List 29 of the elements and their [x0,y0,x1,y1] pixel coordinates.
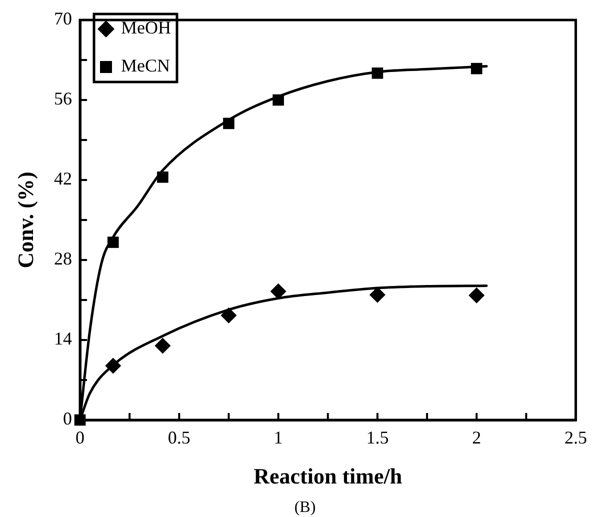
x-tick-label: 1 [274,428,283,448]
x-tick-label: 0.5 [168,428,190,448]
legend-label: MeCN [121,56,170,76]
point [369,286,386,303]
point [157,171,168,183]
x-tick-label: 1.5 [366,428,389,448]
point [372,67,384,79]
x-tick-label: 2 [472,428,482,448]
y-tick-label: 28 [54,248,72,269]
point [105,358,122,374]
y-tick-label: 14 [54,328,72,349]
x-tick-label: 2.5 [564,428,587,448]
y-tick-label: 42 [54,168,72,189]
point [220,307,237,324]
y-tick-label: 0 [63,408,72,429]
point [107,236,119,248]
point [470,62,482,74]
y-tick-label: 56 [54,88,72,109]
point [468,287,485,304]
x-axis-title: Reaction time/h [254,463,402,488]
point [154,338,171,354]
point [223,118,234,130]
point [270,283,286,300]
y-axis-title: Conv. (%) [12,172,38,268]
legend-label: MeOH [121,18,171,38]
x-tick-label: 0 [76,428,84,448]
y-tick-label: 70 [54,8,72,29]
text: (B) [294,499,316,516]
point [272,94,284,106]
